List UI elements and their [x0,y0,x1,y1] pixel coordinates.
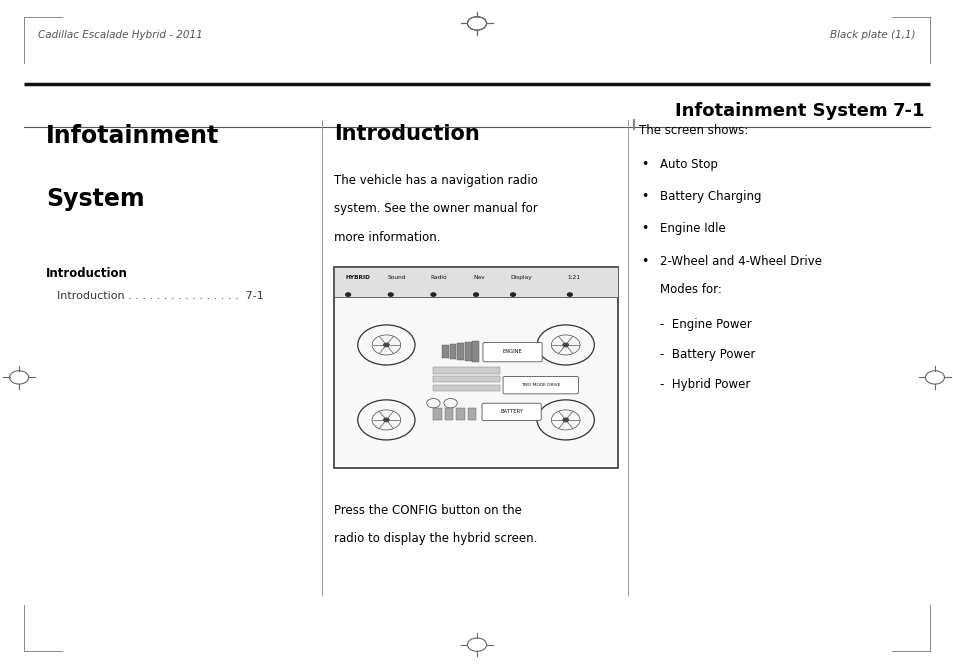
Text: Modes for:: Modes for: [659,283,721,296]
Text: The vehicle has a navigation radio: The vehicle has a navigation radio [334,174,537,186]
Text: 2-Wheel and 4-Wheel Drive: 2-Wheel and 4-Wheel Drive [659,255,821,267]
Circle shape [382,343,390,347]
Bar [334,267,618,297]
Text: -  Engine Power: - Engine Power [659,318,751,331]
Text: System: System [46,187,144,211]
Text: The screen shows:: The screen shows: [639,124,748,136]
Text: 1:21: 1:21 [566,275,579,280]
Text: Display: Display [510,275,532,280]
Bar [441,345,448,359]
Text: Infotainment System: Infotainment System [674,102,886,120]
Circle shape [561,343,569,347]
Bar [433,408,441,420]
Text: Sound: Sound [388,275,406,280]
Text: •: • [640,222,648,235]
Circle shape [474,293,478,297]
Bar [433,385,499,391]
Text: Introduction . . . . . . . . . . . . . . . .  7-1: Introduction . . . . . . . . . . . . . .… [57,291,264,301]
FancyBboxPatch shape [482,343,541,362]
Text: Nav: Nav [473,275,484,280]
Bar [472,341,478,363]
Text: radio to display the hybrid screen.: radio to display the hybrid screen. [334,532,537,545]
Text: Infotainment: Infotainment [46,124,219,148]
Text: -  Battery Power: - Battery Power [659,348,755,361]
Text: •: • [640,158,648,171]
Bar [456,408,464,420]
Text: TWO MODE DRIVE: TWO MODE DRIVE [520,383,560,387]
Bar [464,342,471,361]
Circle shape [561,418,569,422]
Bar [444,408,453,420]
Text: •: • [640,255,648,267]
Bar [433,376,499,383]
Text: BATTERY: BATTERY [499,409,522,414]
Bar [456,343,463,361]
Text: •: • [640,190,648,203]
FancyBboxPatch shape [502,377,578,394]
Text: Auto Stop: Auto Stop [659,158,718,171]
Bar [334,267,618,468]
Text: 7-1: 7-1 [892,102,924,120]
Text: ENGINE: ENGINE [502,349,522,354]
Bar [467,408,476,420]
Circle shape [388,293,393,297]
Text: Radio: Radio [430,275,447,280]
Circle shape [431,293,436,297]
Text: Cadillac Escalade Hybrid - 2011: Cadillac Escalade Hybrid - 2011 [38,30,203,40]
Text: -  Hybrid Power: - Hybrid Power [659,378,750,391]
Bar [433,367,499,374]
Circle shape [345,293,350,297]
FancyBboxPatch shape [481,403,540,421]
Bar [449,344,456,359]
Text: Press the CONFIG button on the: Press the CONFIG button on the [334,504,521,517]
Text: system. See the owner manual for: system. See the owner manual for [334,202,537,215]
Text: more information.: more information. [334,231,440,244]
Circle shape [567,293,572,297]
Text: Engine Idle: Engine Idle [659,222,725,235]
Text: HYBRID: HYBRID [345,275,370,280]
Circle shape [382,418,390,422]
Circle shape [510,293,515,297]
Text: Black plate (1,1): Black plate (1,1) [829,30,915,40]
Text: Battery Charging: Battery Charging [659,190,760,203]
Text: Introduction: Introduction [334,124,479,144]
Text: Introduction: Introduction [46,267,128,280]
